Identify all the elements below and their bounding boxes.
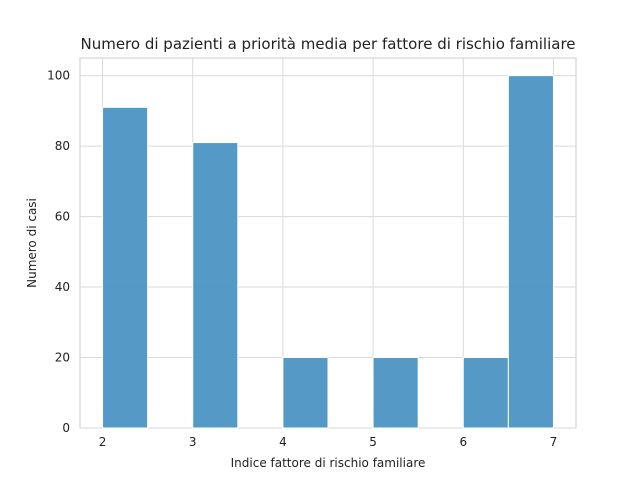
y-tick-label: 0: [62, 421, 70, 435]
y-tick-label: 100: [47, 69, 70, 83]
x-tick-label: 6: [459, 435, 467, 449]
x-tick-label: 2: [99, 435, 107, 449]
y-tick-label: 40: [55, 280, 70, 294]
x-tick-label: 3: [189, 435, 197, 449]
x-axis-label: Indice fattore di rischio familiare: [231, 456, 426, 470]
bars-group: [102, 75, 554, 429]
histogram-bar: [507, 75, 554, 429]
x-tick-label: 7: [550, 435, 558, 449]
y-tick-label: 80: [55, 139, 70, 153]
y-axis-label: Numero di casi: [25, 198, 39, 288]
histogram-bar: [102, 106, 149, 429]
y-tick-labels: 0 20 40 60 80 100: [47, 69, 70, 435]
y-tick-label: 20: [55, 351, 70, 365]
y-tick-label: 60: [55, 210, 70, 224]
histogram-bar: [282, 357, 329, 429]
histogram-bar: [462, 357, 509, 429]
x-tick-label: 5: [369, 435, 377, 449]
histogram-bar: [372, 357, 419, 429]
x-tick-labels: 2 3 4 5 6 7: [99, 435, 558, 449]
chart-title: Numero di pazienti a priorità media per …: [80, 35, 575, 53]
histogram-bar: [192, 142, 239, 429]
x-tick-label: 4: [279, 435, 287, 449]
